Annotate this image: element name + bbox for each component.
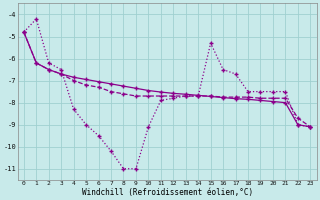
X-axis label: Windchill (Refroidissement éolien,°C): Windchill (Refroidissement éolien,°C) [82, 188, 252, 197]
